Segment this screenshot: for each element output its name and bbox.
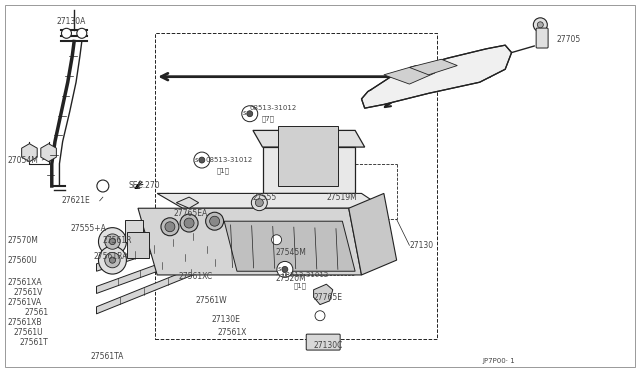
- Circle shape: [533, 18, 547, 32]
- Text: 27561T: 27561T: [20, 338, 49, 347]
- Text: （1）: （1）: [293, 282, 306, 289]
- Text: 27555+A: 27555+A: [71, 224, 107, 233]
- Text: 27561U: 27561U: [13, 328, 43, 337]
- Text: 08513-31012: 08513-31012: [250, 105, 297, 111]
- Circle shape: [242, 106, 258, 122]
- Text: 27561VA: 27561VA: [7, 298, 41, 307]
- Circle shape: [315, 311, 325, 321]
- FancyBboxPatch shape: [536, 28, 548, 48]
- Text: 27545M: 27545M: [275, 248, 306, 257]
- Text: 27570M: 27570M: [7, 236, 38, 246]
- Text: JP7P00· 1: JP7P00· 1: [483, 358, 516, 364]
- Circle shape: [271, 235, 282, 245]
- Text: 27765E: 27765E: [314, 293, 342, 302]
- Text: 27765EA: 27765EA: [173, 209, 207, 218]
- Text: SEC.270: SEC.270: [129, 182, 160, 190]
- Circle shape: [61, 28, 72, 38]
- Text: 27130: 27130: [410, 241, 433, 250]
- Text: 27519M: 27519M: [326, 193, 357, 202]
- Polygon shape: [176, 197, 198, 208]
- Text: 27561V: 27561V: [13, 288, 43, 297]
- Text: 27561W: 27561W: [195, 296, 227, 305]
- Circle shape: [252, 195, 268, 211]
- Text: S: S: [195, 158, 198, 163]
- Text: 27555: 27555: [253, 193, 277, 202]
- Text: 27130E: 27130E: [211, 315, 240, 324]
- Circle shape: [247, 111, 253, 117]
- Text: 27705: 27705: [556, 35, 580, 44]
- Text: 27561: 27561: [25, 308, 49, 317]
- Text: （7）: （7）: [261, 115, 275, 122]
- Polygon shape: [262, 147, 355, 193]
- Circle shape: [184, 218, 194, 228]
- Circle shape: [538, 22, 543, 28]
- Text: 27561R: 27561R: [103, 236, 132, 246]
- Polygon shape: [97, 238, 228, 294]
- Circle shape: [180, 214, 198, 232]
- Text: 27130A: 27130A: [57, 17, 86, 26]
- Text: 27520M: 27520M: [275, 274, 306, 283]
- Circle shape: [205, 212, 223, 230]
- Text: 27561XA: 27561XA: [7, 278, 42, 287]
- Text: 27561X: 27561X: [218, 328, 247, 337]
- Polygon shape: [314, 284, 333, 305]
- Polygon shape: [410, 59, 458, 75]
- Text: 27561RA: 27561RA: [93, 252, 128, 261]
- Polygon shape: [224, 221, 355, 271]
- Circle shape: [109, 238, 116, 245]
- Circle shape: [277, 262, 293, 278]
- Circle shape: [97, 180, 109, 192]
- Polygon shape: [97, 250, 239, 314]
- Text: 27561TA: 27561TA: [90, 352, 124, 361]
- Circle shape: [282, 266, 288, 272]
- Text: S: S: [243, 111, 246, 116]
- Text: （1）: （1）: [216, 167, 230, 174]
- Polygon shape: [138, 208, 362, 275]
- Text: 27054M: 27054M: [7, 155, 38, 164]
- Circle shape: [194, 152, 210, 168]
- Polygon shape: [362, 45, 511, 108]
- Circle shape: [255, 199, 263, 207]
- Circle shape: [109, 257, 116, 263]
- Circle shape: [99, 228, 127, 256]
- Circle shape: [105, 234, 120, 249]
- Text: 08513-31012: 08513-31012: [205, 157, 252, 163]
- Text: 08513-31012: 08513-31012: [282, 272, 329, 278]
- Circle shape: [161, 218, 179, 236]
- FancyBboxPatch shape: [4, 5, 636, 367]
- Polygon shape: [97, 227, 212, 271]
- FancyBboxPatch shape: [278, 126, 339, 186]
- Polygon shape: [349, 193, 397, 275]
- Text: 27561XB: 27561XB: [7, 318, 42, 327]
- Polygon shape: [253, 131, 365, 147]
- Text: S: S: [278, 267, 282, 272]
- Text: 27621E: 27621E: [61, 196, 90, 205]
- Circle shape: [77, 28, 87, 38]
- Circle shape: [99, 246, 127, 274]
- Circle shape: [199, 157, 205, 163]
- FancyBboxPatch shape: [127, 232, 149, 258]
- Polygon shape: [384, 65, 435, 84]
- Text: 27130C: 27130C: [314, 341, 343, 350]
- FancyBboxPatch shape: [306, 334, 340, 350]
- Polygon shape: [157, 193, 384, 208]
- Text: 27560U: 27560U: [7, 256, 37, 264]
- Circle shape: [165, 222, 175, 232]
- Circle shape: [210, 216, 220, 226]
- FancyBboxPatch shape: [125, 220, 143, 241]
- Circle shape: [105, 253, 120, 268]
- Text: 27561XC: 27561XC: [178, 272, 212, 281]
